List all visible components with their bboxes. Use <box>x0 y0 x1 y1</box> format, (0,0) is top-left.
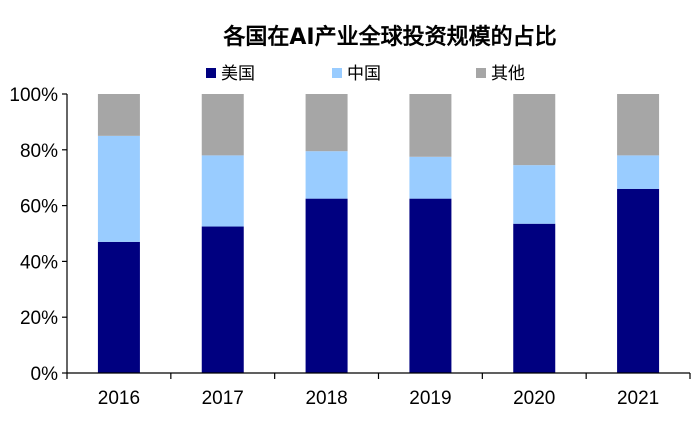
bar-2020-series-2 <box>513 94 556 166</box>
bar-2017-series-1 <box>201 155 244 227</box>
x-tick-label: 2019 <box>409 388 451 409</box>
legend: 美国 中国 其他 <box>206 64 525 84</box>
legend-swatch <box>332 68 342 78</box>
bar-2020-series-1 <box>513 165 556 224</box>
bar-2017-series-0 <box>201 226 244 373</box>
bar-2021-series-0 <box>617 188 660 373</box>
legend-swatch <box>206 68 216 78</box>
y-tick-label: 80% <box>20 141 58 162</box>
bar-2021-series-2 <box>617 94 660 156</box>
y-tick-label: 100% <box>9 85 58 106</box>
bar-2016-series-1 <box>97 135 140 242</box>
bar-2019-series-1 <box>409 156 452 199</box>
x-tick-label: 2021 <box>617 388 659 409</box>
bar-2018-series-2 <box>305 94 348 152</box>
bar-2016-series-0 <box>97 241 140 373</box>
bar-2019-series-2 <box>409 94 452 157</box>
x-tick-label: 2017 <box>202 388 244 409</box>
bars <box>97 94 660 374</box>
bar-2021-series-1 <box>617 155 660 189</box>
bar-2016-series-2 <box>97 94 140 136</box>
bar-2018-series-1 <box>305 151 348 199</box>
axes: 0% 20% 40% 60% 80% 100% 2016 2017 2018 2019 2020 20… <box>9 85 691 409</box>
legend-label: 美国 <box>221 64 255 84</box>
y-tick-label: 40% <box>20 252 58 273</box>
legend-label: 中国 <box>347 64 381 84</box>
chart-title: 各国在AI产业全球投资规模的占比 <box>222 24 556 50</box>
y-tick-label: 20% <box>20 308 58 329</box>
bar-2017-series-2 <box>201 94 244 156</box>
bar-2020-series-0 <box>513 223 556 373</box>
y-tick-label: 0% <box>31 364 59 385</box>
y-tick-label: 60% <box>20 197 58 218</box>
x-tick-label: 2016 <box>98 388 140 409</box>
x-tick-label: 2020 <box>513 388 555 409</box>
legend-swatch <box>476 68 486 78</box>
x-tick-label: 2018 <box>305 388 347 409</box>
bar-2019-series-0 <box>409 198 452 374</box>
legend-label: 其他 <box>491 64 525 84</box>
bar-2018-series-0 <box>305 198 348 374</box>
